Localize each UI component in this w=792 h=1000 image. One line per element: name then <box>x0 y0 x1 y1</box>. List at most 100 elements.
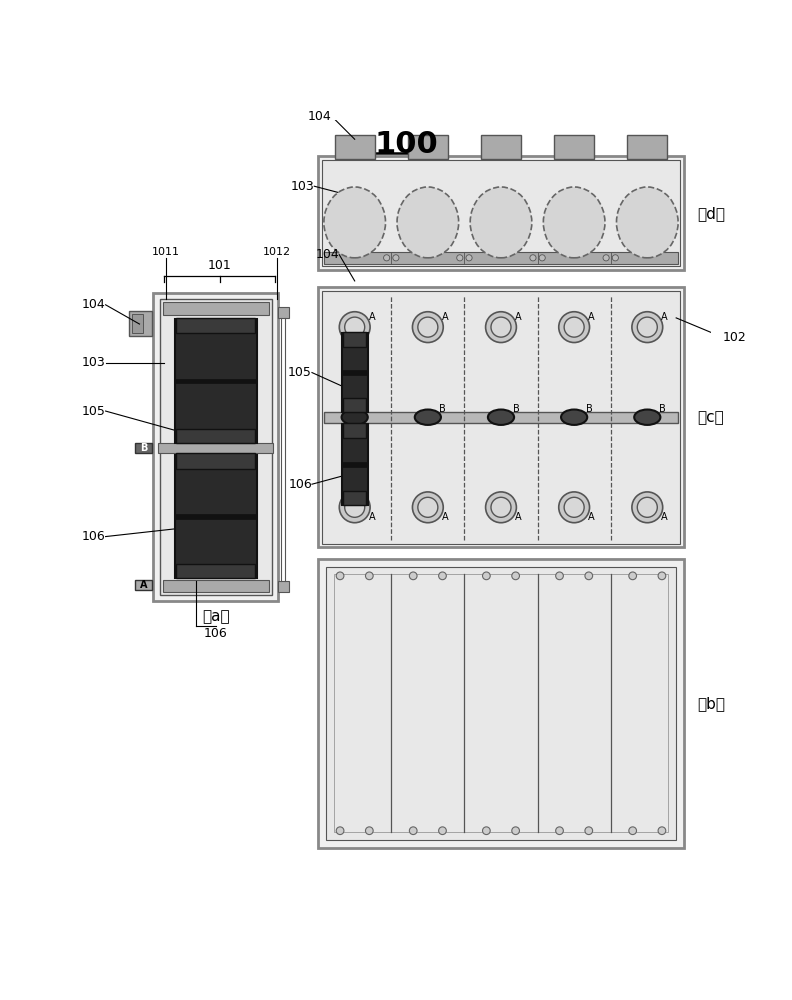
Bar <box>341 333 367 412</box>
Ellipse shape <box>530 255 536 261</box>
Bar <box>343 332 366 347</box>
Ellipse shape <box>603 255 609 261</box>
Ellipse shape <box>638 317 657 337</box>
Ellipse shape <box>439 827 447 835</box>
Ellipse shape <box>658 827 666 835</box>
Text: （c）: （c） <box>698 410 725 425</box>
Ellipse shape <box>512 572 520 580</box>
Bar <box>135 443 152 453</box>
Text: 1012: 1012 <box>262 247 291 257</box>
Text: B: B <box>440 404 446 414</box>
Ellipse shape <box>612 255 619 261</box>
Text: （d）: （d） <box>698 206 725 221</box>
Text: （b）: （b） <box>698 696 725 711</box>
Text: A: A <box>661 512 668 522</box>
Bar <box>343 398 366 412</box>
Bar <box>343 423 366 438</box>
Bar <box>177 564 255 578</box>
Bar <box>175 514 257 519</box>
Bar <box>318 156 683 270</box>
Text: A: A <box>442 512 448 522</box>
Ellipse shape <box>634 410 661 425</box>
Ellipse shape <box>558 312 589 343</box>
Bar <box>318 287 683 547</box>
Text: A: A <box>442 312 448 322</box>
Text: B: B <box>139 443 147 453</box>
Text: B: B <box>586 404 592 414</box>
Bar <box>175 379 257 383</box>
Bar <box>481 135 521 159</box>
Text: A: A <box>368 312 375 322</box>
Ellipse shape <box>632 312 663 343</box>
Ellipse shape <box>585 827 592 835</box>
Bar <box>627 135 668 159</box>
Ellipse shape <box>485 492 516 523</box>
Text: A: A <box>139 580 147 590</box>
Text: （a）: （a） <box>202 609 230 624</box>
Ellipse shape <box>558 492 589 523</box>
Ellipse shape <box>337 827 344 835</box>
Ellipse shape <box>482 827 490 835</box>
Text: B: B <box>659 404 665 414</box>
Bar <box>324 412 678 423</box>
Text: 1011: 1011 <box>151 247 180 257</box>
Bar <box>162 580 268 592</box>
Ellipse shape <box>629 572 637 580</box>
Ellipse shape <box>337 572 344 580</box>
Bar <box>318 559 683 848</box>
Text: A: A <box>588 312 595 322</box>
Ellipse shape <box>365 572 373 580</box>
Ellipse shape <box>409 827 417 835</box>
Ellipse shape <box>466 255 472 261</box>
Ellipse shape <box>482 572 490 580</box>
Ellipse shape <box>638 497 657 517</box>
Bar <box>341 462 367 467</box>
Ellipse shape <box>564 497 584 517</box>
Ellipse shape <box>345 317 364 337</box>
Bar <box>131 314 143 333</box>
Ellipse shape <box>629 827 637 835</box>
Ellipse shape <box>658 572 666 580</box>
Ellipse shape <box>470 187 531 258</box>
Ellipse shape <box>556 572 563 580</box>
Ellipse shape <box>415 410 441 425</box>
Text: B: B <box>512 404 520 414</box>
Bar <box>408 135 447 159</box>
Ellipse shape <box>632 492 663 523</box>
Text: 104: 104 <box>315 248 339 261</box>
Ellipse shape <box>543 187 605 258</box>
Bar <box>158 443 273 453</box>
Ellipse shape <box>564 317 584 337</box>
Text: 106: 106 <box>82 530 105 543</box>
Ellipse shape <box>616 187 678 258</box>
Bar <box>322 291 680 544</box>
Ellipse shape <box>585 572 592 580</box>
Ellipse shape <box>339 492 370 523</box>
Text: 105: 105 <box>82 405 105 418</box>
Text: 103: 103 <box>82 356 105 369</box>
Bar <box>278 307 289 318</box>
Bar <box>177 429 255 443</box>
Ellipse shape <box>341 410 367 425</box>
Ellipse shape <box>365 827 373 835</box>
Ellipse shape <box>556 827 563 835</box>
Bar <box>324 252 678 264</box>
Ellipse shape <box>491 497 511 517</box>
Ellipse shape <box>339 312 370 343</box>
Ellipse shape <box>383 255 390 261</box>
Bar <box>159 299 272 595</box>
Text: 105: 105 <box>288 366 312 379</box>
Text: 104: 104 <box>82 298 105 311</box>
Bar <box>175 455 257 578</box>
Bar <box>333 574 668 832</box>
Ellipse shape <box>439 572 447 580</box>
Text: 101: 101 <box>208 259 231 272</box>
Text: 103: 103 <box>291 180 314 193</box>
Ellipse shape <box>324 187 386 258</box>
Bar <box>343 491 366 505</box>
Bar <box>154 293 278 601</box>
Ellipse shape <box>397 187 459 258</box>
Bar <box>322 160 680 266</box>
Ellipse shape <box>418 497 438 517</box>
Ellipse shape <box>512 827 520 835</box>
